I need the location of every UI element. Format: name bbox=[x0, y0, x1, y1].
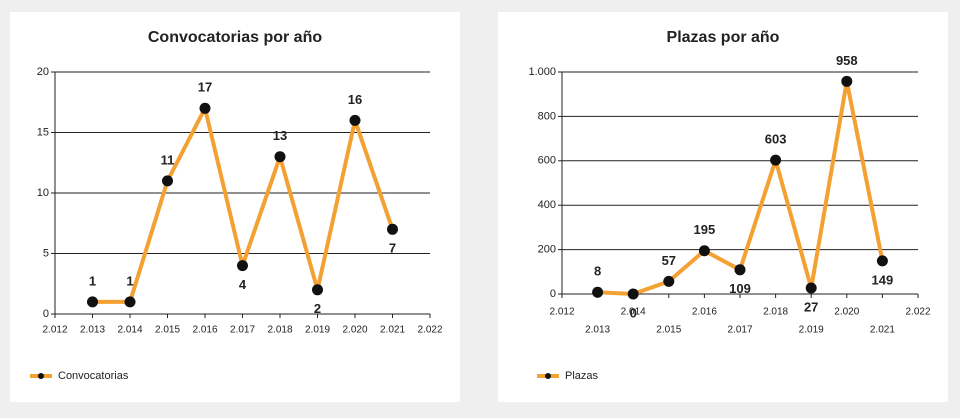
point bbox=[770, 154, 782, 166]
x-tick-label: 2.016 bbox=[192, 325, 217, 336]
point bbox=[663, 275, 675, 287]
y-tick-label: 10 bbox=[37, 187, 49, 199]
data-label: 4 bbox=[239, 277, 247, 292]
y-tick-label: 1.000 bbox=[528, 66, 556, 78]
point bbox=[876, 255, 888, 267]
y-tick-label: 800 bbox=[538, 110, 556, 122]
legend-marker bbox=[545, 373, 551, 379]
y-tick-label: 15 bbox=[37, 126, 49, 138]
data-label: 13 bbox=[273, 128, 287, 143]
x-tick-label: 2.017 bbox=[727, 325, 752, 336]
point bbox=[841, 75, 853, 87]
x-tick-label: 2.013 bbox=[585, 325, 610, 336]
x-tick-label: 2.013 bbox=[80, 325, 105, 336]
y-tick-label: 600 bbox=[538, 155, 556, 167]
x-tick-label: 2.014 bbox=[621, 307, 646, 318]
point bbox=[734, 264, 746, 276]
x-tick-label: 2.015 bbox=[656, 325, 681, 336]
data-label: 11 bbox=[161, 152, 175, 167]
data-label: 1 bbox=[89, 273, 96, 288]
point bbox=[627, 288, 639, 300]
data-label: 195 bbox=[694, 222, 716, 237]
legend-marker bbox=[38, 373, 44, 379]
x-tick-label: 2.019 bbox=[799, 325, 824, 336]
y-tick-label: 400 bbox=[538, 199, 556, 211]
chart-title: Convocatorias por año bbox=[148, 29, 322, 46]
point bbox=[199, 102, 211, 114]
point bbox=[162, 175, 173, 187]
x-tick-label: 2.017 bbox=[230, 325, 255, 336]
data-label: 8 bbox=[594, 264, 601, 279]
point bbox=[349, 114, 361, 126]
x-tick-label: 2.020 bbox=[342, 325, 367, 336]
point bbox=[237, 260, 248, 272]
data-label: 7 bbox=[389, 241, 396, 256]
point bbox=[387, 223, 398, 235]
x-tick-label: 2.016 bbox=[692, 307, 717, 318]
x-tick-label: 2.020 bbox=[834, 307, 859, 318]
x-tick-label: 2.018 bbox=[763, 307, 788, 318]
data-label: 149 bbox=[872, 272, 894, 287]
legend-label: Plazas bbox=[565, 370, 599, 382]
point bbox=[312, 284, 323, 296]
x-tick-label: 2.015 bbox=[155, 325, 180, 336]
x-tick-label: 2.022 bbox=[417, 325, 442, 336]
point bbox=[274, 151, 286, 163]
y-tick-label: 0 bbox=[550, 288, 556, 300]
y-tick-label: 20 bbox=[37, 66, 49, 78]
y-tick-label: 0 bbox=[43, 308, 49, 320]
y-tick-label: 200 bbox=[538, 244, 556, 256]
data-label: 1 bbox=[126, 273, 133, 288]
point bbox=[87, 296, 98, 308]
data-label: 57 bbox=[662, 253, 676, 268]
panel bbox=[498, 12, 948, 402]
point bbox=[592, 286, 604, 298]
data-label: 16 bbox=[348, 92, 362, 107]
x-tick-label: 2.018 bbox=[267, 325, 292, 336]
legend-label: Convocatorias bbox=[58, 370, 129, 382]
x-tick-label: 2.021 bbox=[870, 325, 895, 336]
x-tick-label: 2.021 bbox=[380, 325, 405, 336]
panel bbox=[10, 12, 460, 402]
data-label: 17 bbox=[198, 80, 212, 95]
data-label: 603 bbox=[765, 132, 787, 147]
chart-title: Plazas por año bbox=[667, 29, 780, 46]
point bbox=[698, 245, 710, 257]
data-label: 0 bbox=[630, 305, 637, 320]
data-label: 109 bbox=[729, 281, 751, 296]
data-label: 2 bbox=[314, 301, 321, 316]
point bbox=[805, 282, 817, 294]
x-tick-label: 2.014 bbox=[117, 325, 142, 336]
x-tick-label: 2.022 bbox=[905, 307, 930, 318]
data-label: 958 bbox=[836, 53, 858, 68]
point bbox=[124, 296, 136, 308]
x-tick-label: 2.012 bbox=[42, 325, 67, 336]
data-label: 27 bbox=[804, 299, 818, 314]
x-tick-label: 2.012 bbox=[549, 307, 574, 318]
y-tick-label: 5 bbox=[43, 247, 49, 259]
x-tick-label: 2.019 bbox=[305, 325, 330, 336]
